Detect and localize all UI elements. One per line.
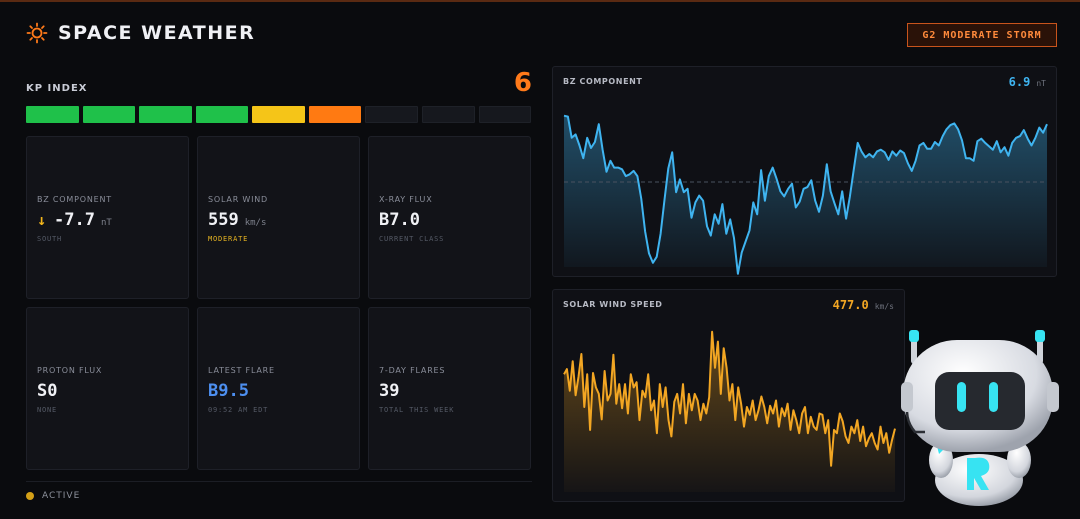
bz-component-chart[interactable]: BZ COMPONENT 6.9 nT: [552, 66, 1057, 277]
wind-chart-svg: [563, 330, 896, 492]
kp-index-label: KP INDEX: [26, 83, 88, 94]
card-value-row: ↓ -7.7 nT: [37, 210, 112, 230]
card-subtext: MODERATE: [208, 235, 249, 243]
card-value: -7.7: [54, 210, 95, 230]
kp-segment: [139, 106, 192, 123]
stat-card[interactable]: LATEST FLARE B9.5 09:52 AM EDT: [197, 307, 360, 470]
kp-segment: [195, 106, 249, 123]
card-label: 7-DAY FLARES: [379, 366, 446, 375]
wind-chart-title: SOLAR WIND SPEED: [563, 300, 663, 309]
bz-readout-value: 6.9: [1008, 75, 1031, 89]
bz-chart-readout: 6.9 nT: [1009, 75, 1046, 89]
stat-card[interactable]: BZ COMPONENT ↓ -7.7 nT SOUTH: [26, 136, 189, 299]
kp-segment: [478, 106, 532, 123]
bz-readout-unit: nT: [1036, 79, 1046, 88]
chart-series-line: [563, 330, 896, 467]
header: SPACE WEATHER: [26, 22, 255, 44]
card-unit: nT: [100, 218, 112, 228]
top-accent-line: [0, 0, 1080, 2]
status-indicator: ACTIVE: [26, 491, 80, 501]
card-value: B9.5: [208, 381, 249, 401]
footer-divider: [26, 481, 532, 482]
stat-card[interactable]: SOLAR WIND 559 km/s MODERATE: [197, 136, 360, 299]
solar-wind-speed-chart[interactable]: SOLAR WIND SPEED 477.0 km/s: [552, 289, 905, 502]
card-value-row: 39: [379, 381, 399, 401]
card-subtext: SOUTH: [37, 235, 63, 243]
kp-segment: [252, 106, 305, 123]
card-value: B7.0: [379, 210, 420, 230]
card-label: LATEST FLARE: [208, 366, 275, 375]
robot-mascot-image: [895, 328, 1065, 508]
bz-chart-title: BZ COMPONENT: [563, 77, 643, 86]
card-value-row: B7.0: [379, 210, 420, 230]
card-subtext: NONE: [37, 406, 58, 414]
card-value-row: B9.5: [208, 381, 249, 401]
kp-segment: [308, 106, 362, 123]
kp-index-bar: [26, 106, 532, 123]
card-subtext: TOTAL THIS WEEK: [379, 406, 455, 414]
chart-area-fill: [564, 115, 1047, 274]
storm-level-badge[interactable]: G2 MODERATE STORM: [907, 23, 1057, 47]
card-subtext: 09:52 AM EDT: [208, 406, 269, 414]
chart-area-fill: [564, 331, 895, 492]
card-label: BZ COMPONENT: [37, 195, 112, 204]
stat-cards-grid: BZ COMPONENT ↓ -7.7 nT SOUTH SOLAR WIND 559…: [26, 136, 532, 470]
card-subtext: CURRENT CLASS: [379, 235, 445, 243]
card-label: X-RAY FLUX: [379, 195, 433, 204]
status-text: ACTIVE: [42, 491, 81, 501]
kp-segment: [26, 106, 79, 123]
kp-index-value: 6: [513, 68, 532, 98]
page-title: SPACE WEATHER: [58, 22, 256, 44]
card-value-row: S0: [37, 381, 57, 401]
kp-segment: [421, 106, 475, 123]
stat-card[interactable]: X-RAY FLUX B7.0 CURRENT CLASS: [368, 136, 531, 299]
kp-segment: [82, 106, 136, 123]
sun-icon: [26, 22, 48, 44]
stat-card[interactable]: 7-DAY FLARES 39 TOTAL THIS WEEK: [368, 307, 531, 470]
wind-readout-value: 477.0: [832, 298, 869, 312]
card-unit: km/s: [244, 218, 267, 228]
wind-chart-readout: 477.0 km/s: [833, 298, 894, 312]
arrow-down-icon: ↓: [37, 211, 47, 229]
card-value: S0: [37, 381, 58, 401]
status-dot: [26, 492, 34, 500]
card-value: 559: [208, 210, 239, 230]
stat-card[interactable]: PROTON FLUX S0 NONE: [26, 307, 189, 470]
chart-series-line: [563, 114, 1048, 275]
card-label: SOLAR WIND: [208, 195, 269, 204]
card-value: 39: [379, 381, 400, 401]
wind-readout-unit: km/s: [874, 302, 894, 311]
card-value-row: 559 km/s: [208, 210, 266, 230]
kp-segment: [365, 106, 418, 123]
card-label: PROTON FLUX: [37, 366, 103, 375]
bz-chart-svg: [563, 114, 1048, 275]
